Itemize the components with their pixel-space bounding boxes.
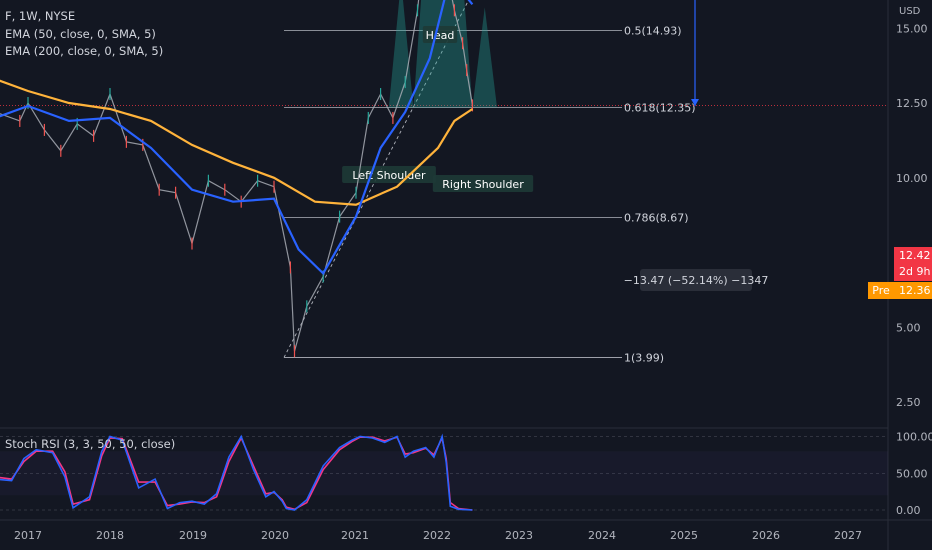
rsi-tick-label: 50.00	[896, 467, 928, 480]
fib-level-label: 0.5(14.93)	[624, 24, 682, 37]
time-tick-label: 2024	[588, 529, 616, 542]
price-tick-label: 15.00	[896, 22, 928, 35]
price-tick-label: 5.00	[896, 321, 921, 334]
head-and-shoulders-pattern[interactable]: Head Left Shoulder Right Shoulder	[342, 0, 534, 192]
fib-level-label: 0.618(12.35)	[624, 101, 696, 114]
countdown: 2d 9h	[899, 265, 931, 278]
last-price: 12.42	[899, 249, 931, 262]
head-label: Head	[422, 26, 458, 43]
right-shoulder-label-text: Right Shoulder	[442, 178, 524, 191]
head-label-text: Head	[426, 29, 455, 42]
rsi-tick-label: 0.00	[896, 504, 921, 517]
right-shoulder-label: Right Shoulder	[432, 175, 534, 192]
stoch-rsi-label[interactable]: Stoch RSI (3, 3, 50, 50, close)	[5, 437, 176, 451]
time-tick-label: 2025	[670, 529, 698, 542]
symbol-label[interactable]: F, 1W, NYSE	[5, 9, 76, 23]
time-tick-label: 2027	[834, 529, 862, 542]
time-tick-label: 2021	[341, 529, 369, 542]
measure-label-box	[640, 269, 752, 291]
time-tick-label: 2026	[752, 529, 780, 542]
fibonacci-retracement[interactable]: 0(25.87)0.236(20.70)0.382(17.51)0.5(14.9…	[0, 0, 888, 364]
fib-level-label: 0.786(8.67)	[624, 212, 689, 225]
time-tick-label: 2023	[505, 529, 533, 542]
right-shoulder-shape	[472, 7, 498, 108]
rsi-k-line	[0, 433, 473, 511]
price-tick-label: 2.50	[896, 396, 921, 409]
last-price-tag: 12.42 2d 9h	[894, 247, 932, 281]
rsi-band-fill	[0, 451, 888, 496]
price-series	[0, 0, 474, 358]
ema50-label[interactable]: EMA (50, close, 0, SMA, 5)	[5, 26, 156, 41]
pre-market-badge: Pre	[868, 282, 894, 299]
measure-tool[interactable]: −13.47 (−52.14%) −1347	[624, 0, 769, 291]
rsi-d-line	[0, 435, 473, 511]
ema200-line	[0, 79, 474, 206]
head-shape	[413, 0, 473, 108]
measure-arrow-head	[691, 98, 699, 106]
ema200-label[interactable]: EMA (200, close, 0, SMA, 5)	[5, 44, 164, 58]
time-tick-label: 2018	[96, 529, 124, 542]
fib-level-label: 1(3.99)	[624, 351, 664, 364]
currency-label: USD	[899, 6, 921, 17]
time-tick-label: 2020	[261, 529, 289, 542]
left-shoulder-shape	[388, 0, 414, 108]
main-legend: F, 1W, NYSE EMA (50, close, 0, SMA, 5) E…	[5, 8, 163, 61]
price-tick-label: 12.50	[896, 97, 928, 110]
pre-market-price: 12.36	[894, 282, 932, 299]
measure-label: −13.47 (−52.14%) −1347	[624, 269, 769, 291]
price-tick-label: 10.00	[896, 172, 928, 185]
ema50-line	[0, 0, 474, 276]
stoch-rsi-panel	[0, 433, 473, 511]
left-shoulder-label: Left Shoulder	[342, 166, 436, 183]
rsi-tick-label: 100.00	[896, 431, 932, 444]
moving-averages	[0, 0, 474, 276]
time-tick-label: 2017	[14, 529, 42, 542]
time-tick-label: 2022	[423, 529, 451, 542]
price-line	[0, 0, 473, 352]
measure-label-text: −13.47 (−52.14%) −1347	[624, 274, 769, 287]
axes: 2.505.007.5010.0012.5015.0017.5020.0022.…	[14, 22, 932, 542]
time-tick-label: 2019	[179, 529, 207, 542]
